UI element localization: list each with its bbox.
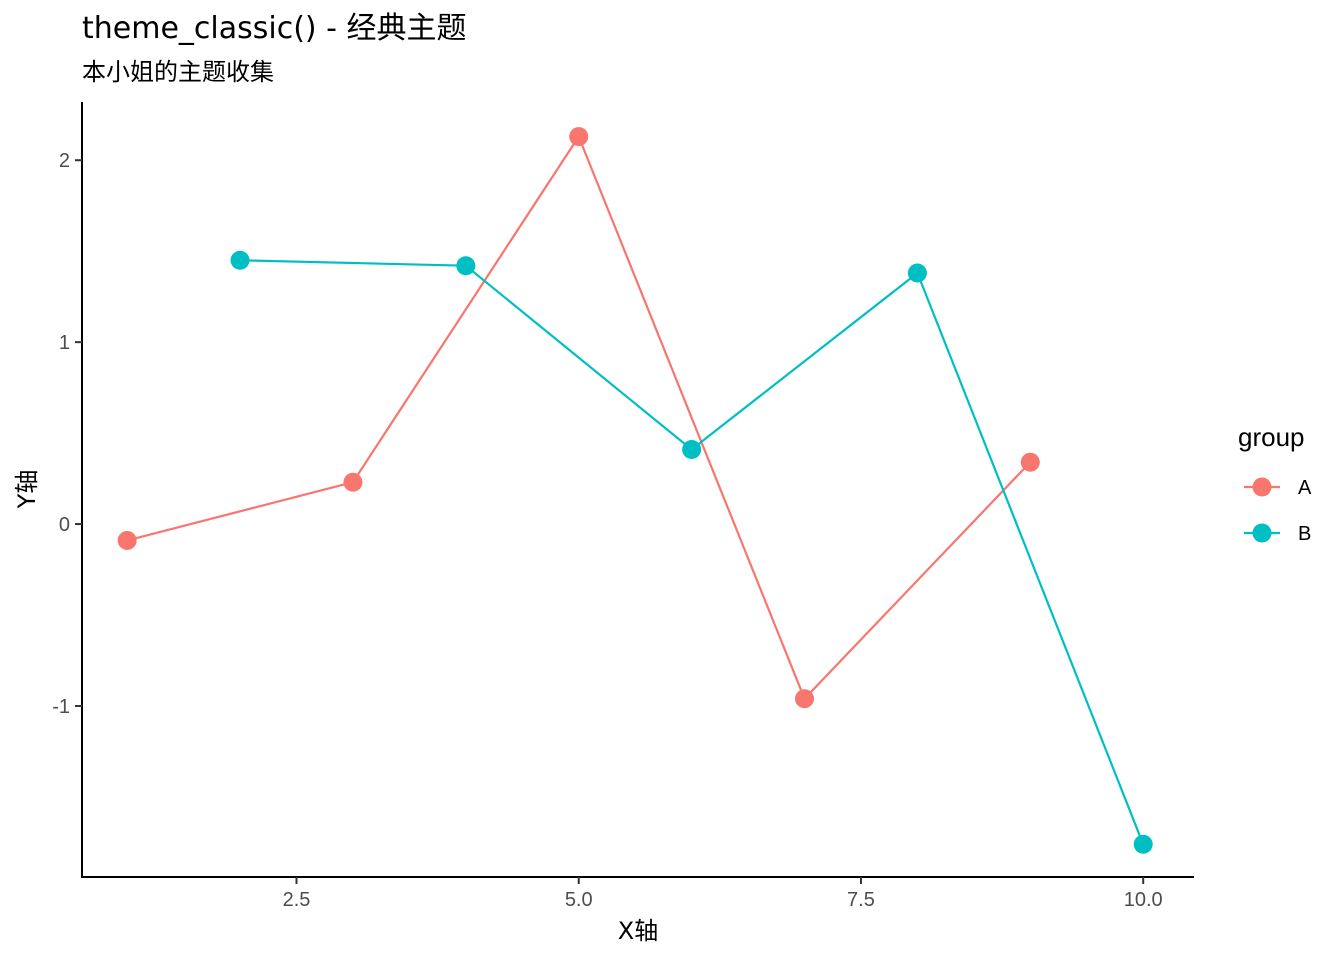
chart-title: theme_classic() - 经典主题 [82,11,467,46]
data-point-b [1133,834,1153,854]
y-tick-label: -1 [52,696,70,718]
y-tick-label: 0 [59,514,70,536]
data-point-a [795,689,815,709]
x-tick-label: 5.0 [565,889,593,911]
series-line-a [126,134,1032,701]
series-layer [117,127,1153,854]
data-point-a [569,127,589,147]
y-tick-label: 2 [59,150,70,172]
data-point-b [907,263,927,283]
y-ticks: -1 0 1 2 [52,150,82,718]
x-tick-label: 7.5 [847,889,875,911]
legend-label-b: B [1298,523,1311,545]
legend-items: AB [1244,477,1312,545]
x-axis-title: X轴 [618,917,658,945]
y-tick-label: 1 [59,332,70,354]
chart-subtitle: 本小姐的主题收集 [82,58,274,86]
legend-title: group [1238,422,1305,452]
data-point-b [682,439,702,459]
data-point-a [117,530,137,550]
x-tick-label: 10.0 [1124,889,1163,911]
legend-label-a: A [1298,477,1312,499]
series-line-b [240,259,1145,845]
x-ticks: 2.5 5.0 7.5 10.0 [283,877,1163,911]
data-point-a [343,472,363,492]
legend: group AB [1238,422,1312,545]
data-point-b [456,256,476,276]
legend-key-point-b [1252,523,1272,543]
data-point-a [1020,452,1040,472]
legend-key-point-a [1252,477,1272,497]
data-point-b [230,250,250,270]
x-tick-label: 2.5 [283,889,311,911]
y-axis-title: Y轴 [13,470,41,510]
